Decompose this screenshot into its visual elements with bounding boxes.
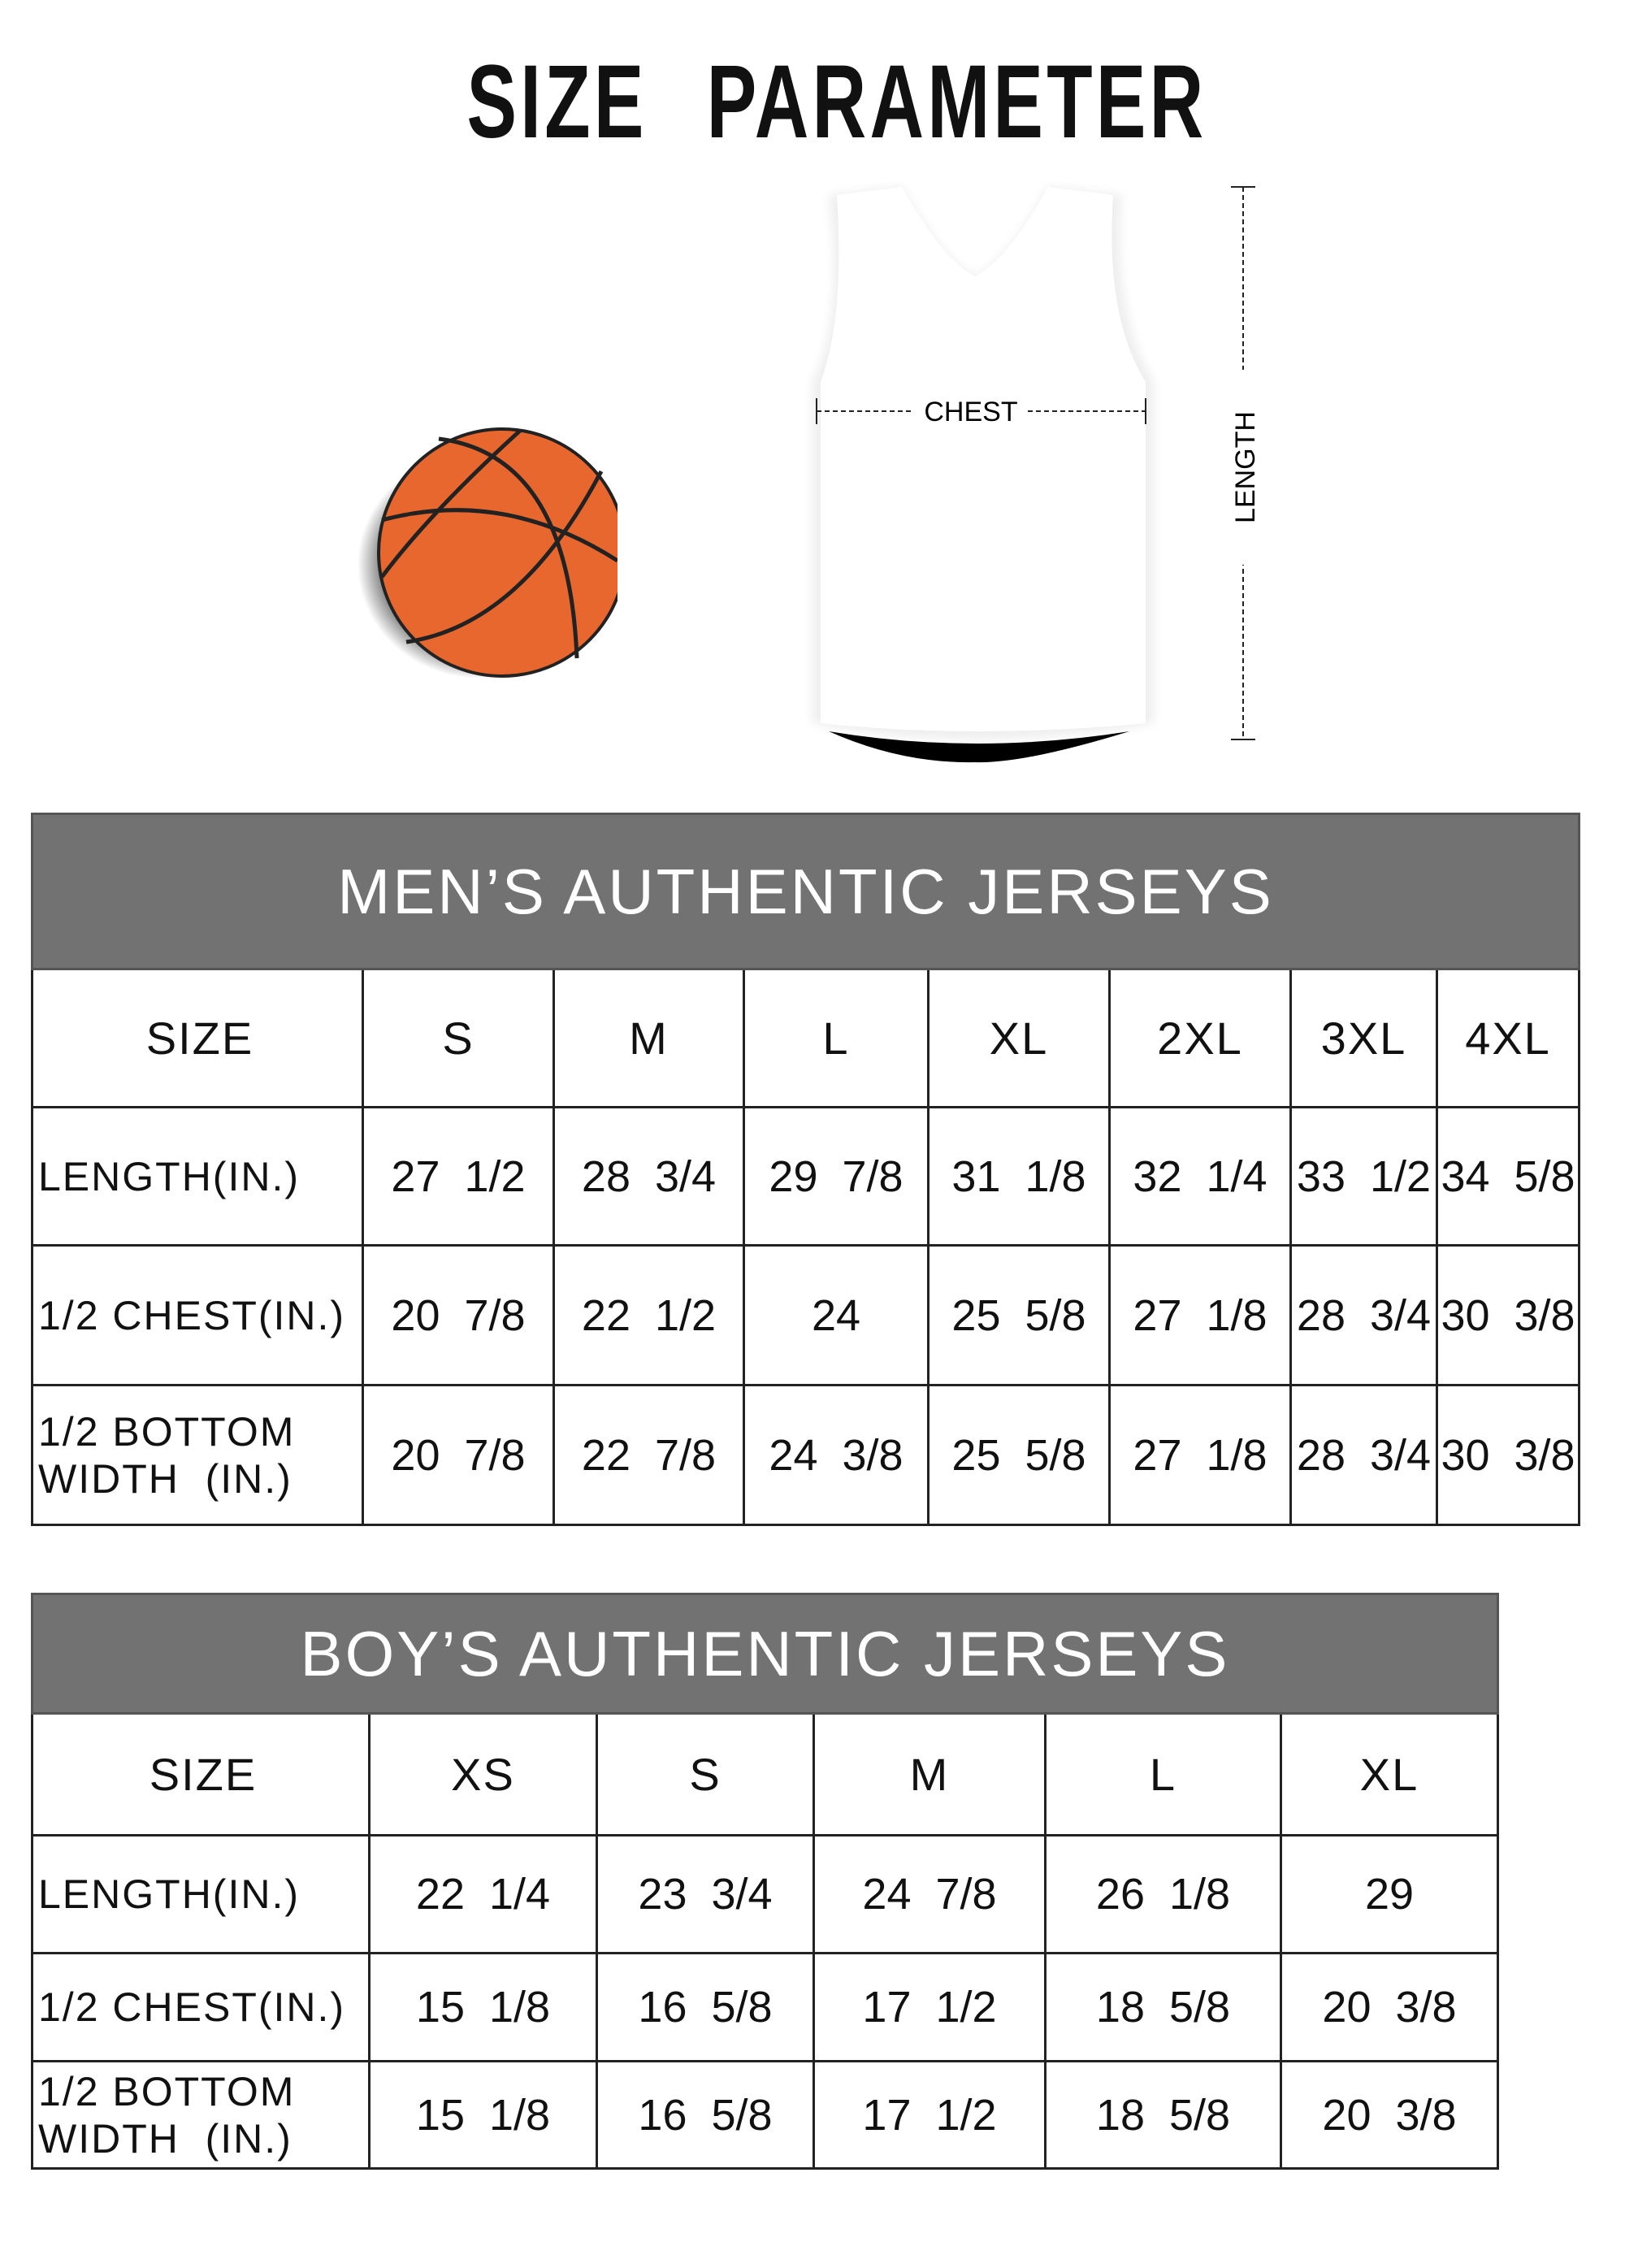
measurement-cell: 20 3/8 xyxy=(1280,1952,1499,2062)
page-title: SIZE PARAMETER xyxy=(466,44,1207,160)
measurement-cell: 20 7/8 xyxy=(362,1244,555,1386)
measurement-cell: 17 1/2 xyxy=(812,2060,1046,2170)
size-column-header: 3XL xyxy=(1289,968,1438,1108)
measurement-cell: 25 5/8 xyxy=(927,1244,1111,1386)
measurement-cell: 29 xyxy=(1280,1834,1499,1954)
measurement-cell: 16 5/8 xyxy=(596,1952,815,2062)
mens-size-table: MEN’S AUTHENTIC JERSEYS SIZE S M L XL 2XL 3XL 4… xyxy=(30,813,1581,1526)
size-column-header: L xyxy=(743,968,930,1108)
measurement-cell: 24 3/8 xyxy=(743,1384,930,1526)
table-row: LENGTH(IN.) 22 1/4 23 3/4 24 7/8 26 1/8 29 xyxy=(31,1834,1499,1954)
measurement-cell: 22 7/8 xyxy=(552,1384,745,1526)
length-indicator: LENGTH xyxy=(1227,186,1261,740)
measurement-cell: 15 1/8 xyxy=(368,1952,598,2062)
boys-table-title: BOY’S AUTHENTIC JERSEYS xyxy=(31,1593,1499,1715)
measurement-cell: 28 3/4 xyxy=(1289,1384,1438,1526)
table-row: 1/2 CHEST(IN.) 20 7/8 22 1/2 24 25 5/8 27 1/8… xyxy=(31,1244,1581,1386)
row-label: 1/2 BOTTOM WIDTH (IN.) xyxy=(31,1384,364,1526)
size-column-header: L xyxy=(1044,1712,1282,1837)
measurement-cell: 33 1/2 xyxy=(1289,1106,1438,1247)
measurement-cell: 18 5/8 xyxy=(1044,2060,1282,2170)
measurement-cell: 28 3/4 xyxy=(552,1106,745,1247)
table-row: 1/2 CHEST(IN.) 15 1/8 16 5/8 17 1/2 18 5/8 20… xyxy=(31,1952,1499,2062)
size-header: SIZE xyxy=(31,1712,370,1837)
measurement-cell: 24 7/8 xyxy=(812,1834,1046,1954)
row-label: 1/2 CHEST(IN.) xyxy=(31,1244,364,1386)
chest-label: CHEST xyxy=(924,397,1017,427)
basketball-icon xyxy=(358,427,618,679)
size-column-header: 4XL xyxy=(1435,968,1581,1108)
measurement-cell: 22 1/2 xyxy=(552,1244,745,1386)
size-column-header: XS xyxy=(368,1712,598,1837)
size-column-header: M xyxy=(552,968,745,1108)
measurement-cell: 29 7/8 xyxy=(743,1106,930,1247)
measurement-cell: 28 3/4 xyxy=(1289,1244,1438,1386)
measurement-cell: 30 3/8 xyxy=(1435,1384,1581,1526)
measurement-cell: 17 1/2 xyxy=(812,1952,1046,2062)
mens-table-title: MEN’S AUTHENTIC JERSEYS xyxy=(30,813,1581,970)
row-label: 1/2 CHEST(IN.) xyxy=(31,1952,370,2062)
size-column-header: S xyxy=(596,1712,815,1837)
measurement-cell: 22 1/4 xyxy=(368,1834,598,1954)
boys-header-row: SIZE XS S M L XL xyxy=(31,1712,1499,1837)
length-label: LENGTH xyxy=(1230,411,1261,523)
size-column-header: M xyxy=(812,1712,1046,1837)
size-column-header: 2XL xyxy=(1108,968,1292,1108)
size-column-header: XL xyxy=(1280,1712,1499,1837)
measurement-cell: 27 1/2 xyxy=(362,1106,555,1247)
measurement-cell: 31 1/8 xyxy=(927,1106,1111,1247)
measurement-cell: 15 1/8 xyxy=(368,2060,598,2170)
size-column-header: S xyxy=(362,968,555,1108)
measurement-cell: 34 5/8 xyxy=(1435,1106,1581,1247)
measurement-cell: 23 3/4 xyxy=(596,1834,815,1954)
boys-size-table: BOY’S AUTHENTIC JERSEYS SIZE XS S M L XL LENG… xyxy=(31,1593,1499,2170)
measurement-cell: 20 7/8 xyxy=(362,1384,555,1526)
row-label: LENGTH(IN.) xyxy=(31,1106,364,1247)
row-label: LENGTH(IN.) xyxy=(31,1834,370,1954)
measurement-cell: 32 1/4 xyxy=(1108,1106,1292,1247)
measurement-cell: 27 1/8 xyxy=(1108,1384,1292,1526)
table-row: LENGTH(IN.) 27 1/2 28 3/4 29 7/8 31 1/8 32 1/… xyxy=(31,1106,1581,1247)
size-header: SIZE xyxy=(31,968,364,1108)
row-label: 1/2 BOTTOM WIDTH (IN.) xyxy=(31,2060,370,2170)
table-row: 1/2 BOTTOM WIDTH (IN.) 15 1/8 16 5/8 17 1/2… xyxy=(31,2060,1499,2170)
table-row: 1/2 BOTTOM WIDTH (IN.) 20 7/8 22 7/8 24 3/8… xyxy=(31,1384,1581,1526)
measurement-cell: 20 3/8 xyxy=(1280,2060,1499,2170)
size-column-header: XL xyxy=(927,968,1111,1108)
measurement-cell: 27 1/8 xyxy=(1108,1244,1292,1386)
measurement-cell: 26 1/8 xyxy=(1044,1834,1282,1954)
measurement-cell: 16 5/8 xyxy=(596,2060,815,2170)
measurement-cell: 18 5/8 xyxy=(1044,1952,1282,2062)
jersey-diagram: CHEST xyxy=(812,187,1154,763)
measurement-cell: 25 5/8 xyxy=(927,1384,1111,1526)
mens-header-row: SIZE S M L XL 2XL 3XL 4XL xyxy=(31,968,1581,1108)
measurement-cell: 30 3/8 xyxy=(1435,1244,1581,1386)
measurement-cell: 24 xyxy=(743,1244,930,1386)
